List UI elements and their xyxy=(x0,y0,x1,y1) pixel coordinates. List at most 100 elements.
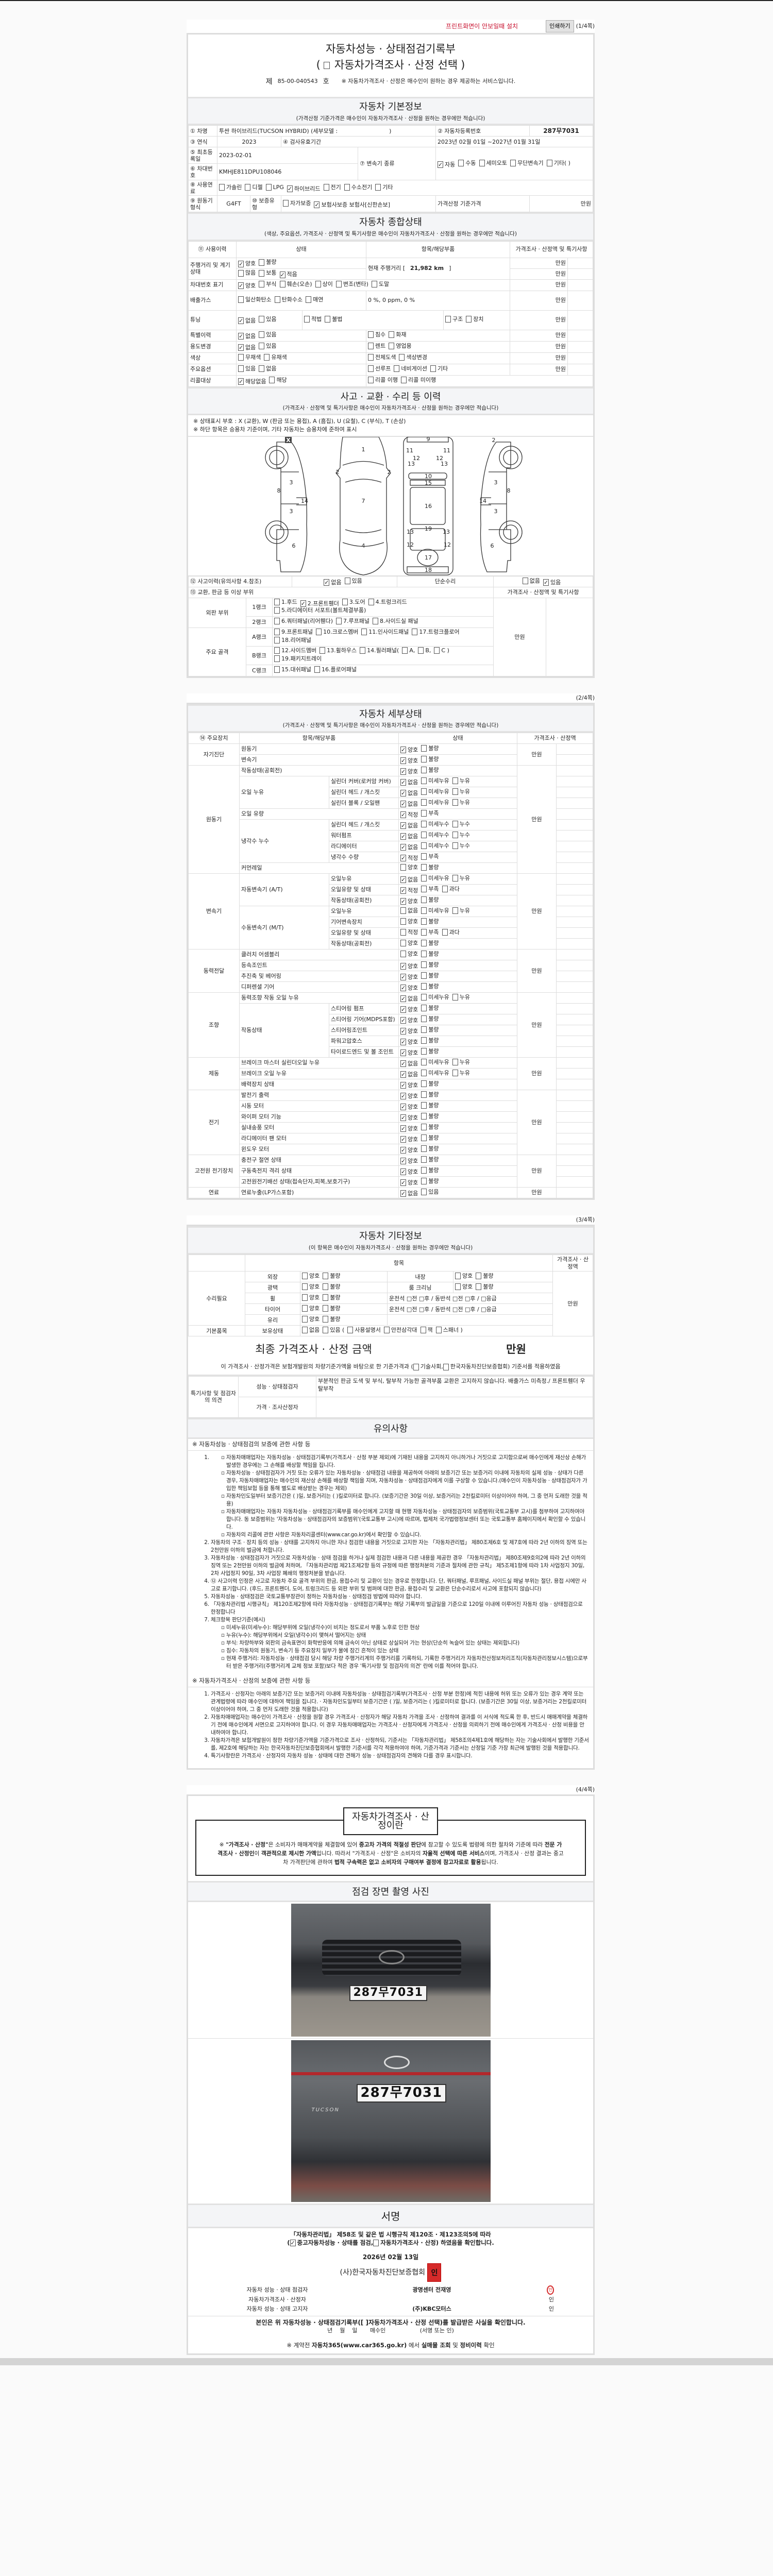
checkbox-unchecked[interactable] xyxy=(421,885,427,892)
checkbox-unchecked[interactable] xyxy=(421,1156,427,1163)
checkbox-option[interactable]: 불량 xyxy=(323,1283,341,1291)
checkbox-unchecked[interactable] xyxy=(335,281,342,287)
checkbox-checked[interactable]: ✓ xyxy=(287,185,293,192)
checkbox-option[interactable]: ✓ 있음 xyxy=(543,579,561,586)
checkbox-option[interactable]: 자가보증 xyxy=(283,200,311,207)
checkbox-checked[interactable]: ✓ xyxy=(400,800,406,807)
checkbox-checked[interactable]: ✓ xyxy=(324,579,330,586)
checkbox-unchecked[interactable] xyxy=(373,618,379,625)
checkbox-option[interactable]: 세미오토 xyxy=(479,160,507,166)
checkbox-option[interactable]: ✓ 양호 xyxy=(400,747,418,753)
checkbox-checked[interactable]: ✓ xyxy=(400,1114,406,1121)
checkbox-option[interactable]: 불량 xyxy=(421,940,439,946)
checkbox-unchecked[interactable] xyxy=(421,928,427,936)
checkbox-unchecked[interactable] xyxy=(452,820,458,827)
print-install-link[interactable]: 프린트화면이 안보일때 설치 xyxy=(445,22,518,30)
checkbox-option[interactable]: ✓ 하이브리드 xyxy=(287,185,321,192)
checkbox-unchecked[interactable] xyxy=(279,281,285,287)
checkbox-option[interactable]: 있음 xyxy=(259,331,277,338)
checkbox-unchecked[interactable] xyxy=(259,281,265,287)
checkbox-option[interactable]: 누유 xyxy=(452,799,470,806)
checkbox-option[interactable]: 불량 xyxy=(421,918,439,925)
checkbox-unchecked[interactable] xyxy=(421,1134,427,1141)
checkbox-unchecked[interactable] xyxy=(320,647,326,654)
checkbox-option[interactable]: ✓ 양호 xyxy=(400,1147,418,1154)
checkbox-unchecked[interactable] xyxy=(522,577,528,584)
checkbox-option[interactable]: 가솔린 xyxy=(219,184,242,191)
checkbox-unchecked[interactable] xyxy=(452,788,458,795)
checkbox-unchecked[interactable] xyxy=(394,365,400,372)
checkbox-unchecked[interactable] xyxy=(368,331,374,338)
checkbox-unchecked[interactable] xyxy=(238,296,244,303)
checkbox-option[interactable]: ✓ 적정 xyxy=(400,855,418,861)
checkbox-option[interactable]: 누유 xyxy=(452,1070,470,1076)
checkbox-checked[interactable]: ✓ xyxy=(238,282,244,289)
checkbox-unchecked[interactable] xyxy=(421,896,427,903)
checkbox-option[interactable]: 7.루프패널 xyxy=(336,618,369,625)
checkbox-unchecked[interactable] xyxy=(302,1327,308,1334)
checkbox-unchecked[interactable] xyxy=(421,863,427,871)
checkbox-checked[interactable]: ✓ xyxy=(400,1060,406,1067)
checkbox-option[interactable]: 전체도색 xyxy=(368,354,396,361)
checkbox-unchecked[interactable] xyxy=(315,281,321,287)
checkbox-unchecked[interactable] xyxy=(421,950,427,957)
checkbox-unchecked[interactable] xyxy=(302,1305,308,1312)
checkbox-unchecked[interactable] xyxy=(421,842,427,849)
checkbox-unchecked[interactable] xyxy=(421,993,427,1001)
checkbox-option[interactable]: 양호 xyxy=(400,940,418,946)
checkbox-option[interactable]: 유채색 xyxy=(264,354,287,361)
checkbox-option[interactable]: 불량 xyxy=(421,864,439,871)
checkbox-checked[interactable]: ✓ xyxy=(238,260,244,267)
checkbox-unchecked[interactable] xyxy=(476,1273,482,1280)
checkbox-option[interactable]: 있음 xyxy=(421,1189,439,1195)
checkbox-checked[interactable]: ✓ xyxy=(400,1016,406,1024)
checkbox-unchecked[interactable] xyxy=(283,199,289,207)
checkbox-unchecked[interactable] xyxy=(421,831,427,838)
checkbox-unchecked[interactable] xyxy=(421,1069,427,1076)
checkbox-unchecked[interactable] xyxy=(452,842,458,849)
checkbox-unchecked[interactable] xyxy=(452,874,458,882)
checkbox-checked[interactable]: ✓ xyxy=(400,746,406,753)
checkbox-option[interactable]: 부족 xyxy=(421,929,439,936)
checkbox-unchecked[interactable] xyxy=(375,183,381,191)
checkbox-option[interactable]: B, xyxy=(418,647,431,654)
checkbox-unchecked[interactable] xyxy=(347,1327,354,1334)
checkbox-unchecked[interactable] xyxy=(389,343,395,349)
checkbox-option[interactable]: 불량 xyxy=(421,951,439,957)
checkbox-unchecked[interactable] xyxy=(421,1004,427,1011)
checkbox-unchecked[interactable] xyxy=(344,577,350,584)
checkbox-option[interactable]: ✓ 없음 xyxy=(400,876,418,883)
checkbox-option[interactable]: 11.인사이드패널 xyxy=(361,629,409,636)
checkbox-unchecked[interactable] xyxy=(413,1363,419,1370)
checkbox-option[interactable]: 침수 xyxy=(368,331,385,338)
checkbox-unchecked[interactable] xyxy=(368,599,374,606)
checkbox-unchecked[interactable] xyxy=(219,183,225,191)
checkbox-option[interactable]: ✓ 양호 xyxy=(400,974,418,980)
checkbox-option[interactable]: 기타 xyxy=(430,365,448,372)
checkbox-option[interactable]: 불량 xyxy=(421,1178,439,1184)
checkbox-option[interactable]: 불량 xyxy=(421,756,439,762)
checkbox-unchecked[interactable] xyxy=(304,316,310,323)
checkbox-option[interactable]: 누유 xyxy=(452,875,470,882)
checkbox-unchecked[interactable] xyxy=(443,1363,449,1370)
checkbox-option[interactable]: 있음 xyxy=(259,316,277,323)
checkbox-unchecked[interactable] xyxy=(274,607,280,614)
checkbox-option[interactable]: ✓ 2.프론트휀더 xyxy=(300,600,339,607)
checkbox-unchecked[interactable] xyxy=(259,343,265,349)
checkbox-option[interactable]: 구조 xyxy=(445,316,463,323)
checkbox-checked[interactable]: ✓ xyxy=(279,271,285,278)
checkbox-option[interactable]: ✓ 양호 xyxy=(400,1093,418,1099)
checkbox-checked[interactable]: ✓ xyxy=(400,1006,406,1013)
checkbox-checked[interactable]: ✓ xyxy=(400,1049,406,1056)
checkbox-option[interactable]: 색상변경 xyxy=(399,354,427,361)
checkbox-option[interactable]: ✓ 없음 xyxy=(238,317,256,324)
checkbox-checked[interactable]: ✓ xyxy=(400,1125,406,1132)
checkbox-checked[interactable]: ✓ xyxy=(400,876,406,883)
checkbox-unchecked[interactable] xyxy=(420,1327,426,1334)
checkbox-option[interactable]: 훼손(오손) xyxy=(279,281,312,287)
checkbox-unchecked[interactable] xyxy=(302,1273,308,1280)
checkbox-option[interactable]: 부족 xyxy=(421,853,439,860)
checkbox-option[interactable]: 기타( ) xyxy=(546,160,570,166)
checkbox-unchecked[interactable] xyxy=(452,1069,458,1076)
checkbox-option[interactable]: 리콜 이행 xyxy=(368,377,398,383)
